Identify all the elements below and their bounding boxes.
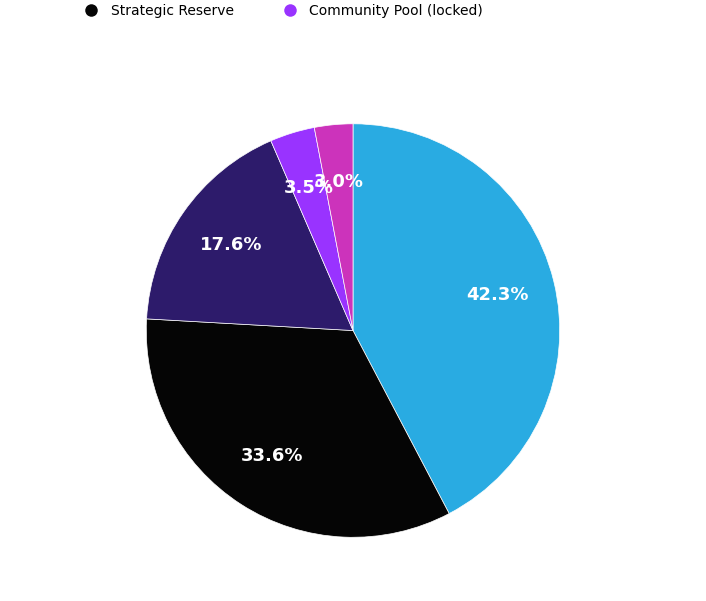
Wedge shape <box>147 141 353 331</box>
Text: 17.6%: 17.6% <box>200 236 262 254</box>
Text: 3.5%: 3.5% <box>285 179 334 197</box>
Text: 33.6%: 33.6% <box>241 447 304 465</box>
Text: 42.3%: 42.3% <box>466 286 529 304</box>
Ellipse shape <box>166 278 549 412</box>
Legend: ATOM & SRCX Airdrop, Strategic Reserve, Liquidity Mining Rewards, Community Pool: ATOM & SRCX Airdrop, Strategic Reserve, … <box>71 0 635 25</box>
Wedge shape <box>314 124 353 331</box>
Wedge shape <box>353 124 560 514</box>
Text: 3.0%: 3.0% <box>314 173 364 191</box>
Wedge shape <box>146 319 449 537</box>
Wedge shape <box>271 127 353 331</box>
